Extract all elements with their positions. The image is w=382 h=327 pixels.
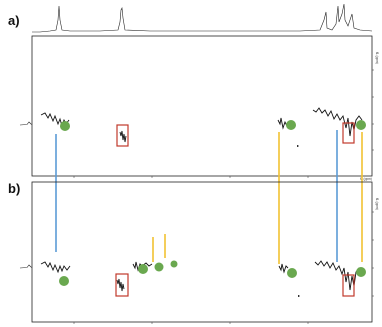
- panel-b-peak-left: [40, 261, 71, 274]
- panel-b-marker-left: [59, 276, 69, 286]
- panel-b-marker-center-3: [170, 260, 178, 268]
- panel-a-f1-axis-label: f1 (ppm): [375, 52, 379, 64]
- panel-a-bottom-axis: f2 (ppm): [73, 176, 372, 181]
- panel-b-bottom-axis: [73, 322, 309, 324]
- panel-b-plot-frame: [31, 181, 373, 323]
- panel-a: a) f1 (ppm) f2 (ppm): [8, 13, 379, 181]
- panel-a-right-axis: f1 (ppm): [372, 52, 379, 151]
- panel-a-left-projection: [19, 121, 33, 126]
- panel-a-highlight-box-left: [116, 124, 129, 147]
- panel-b: b) f1 (ppm): [8, 181, 379, 324]
- panel-b-f1-axis-label: f1 (ppm): [375, 198, 379, 210]
- panel-a-dot: [297, 145, 299, 147]
- panel-b-label: b): [8, 181, 20, 196]
- panel-a-peak-mid-right: [277, 117, 288, 130]
- panel-b-peak-mid-right: [278, 263, 289, 274]
- panel-b-marker-center-1: [138, 264, 148, 274]
- panel-a-plot-frame: [31, 35, 373, 177]
- panel-a-highlight-box-right: [342, 122, 355, 144]
- panel-a-marker-left: [60, 121, 70, 131]
- top-1d-projection: [32, 3, 373, 33]
- correlation-links: [55, 130, 363, 264]
- panel-b-highlight-box-left: [115, 273, 129, 297]
- panel-a-label: a): [8, 13, 20, 28]
- panel-b-right-axis: f1 (ppm): [372, 198, 379, 297]
- panel-b-dot: [298, 295, 300, 297]
- panel-b-marker-right: [356, 267, 366, 277]
- panel-b-peak-boxed-left: [116, 278, 125, 292]
- panel-a-peak-boxed-left: [119, 130, 127, 143]
- panel-a-peak-left: [40, 112, 70, 128]
- panel-b-marker-center-2: [154, 262, 164, 272]
- panel-b-left-projection: [19, 264, 33, 269]
- panel-a-marker-right: [356, 120, 366, 130]
- panel-b-peak-right-cluster: [314, 260, 363, 291]
- panel-a-marker-mid: [286, 120, 296, 130]
- panel-b-peak-center: [132, 261, 153, 272]
- panel-b-marker-mid: [287, 268, 297, 278]
- panel-a-f2-axis-label: f2 (ppm): [360, 177, 372, 181]
- panel-b-highlight-box-right: [342, 274, 355, 297]
